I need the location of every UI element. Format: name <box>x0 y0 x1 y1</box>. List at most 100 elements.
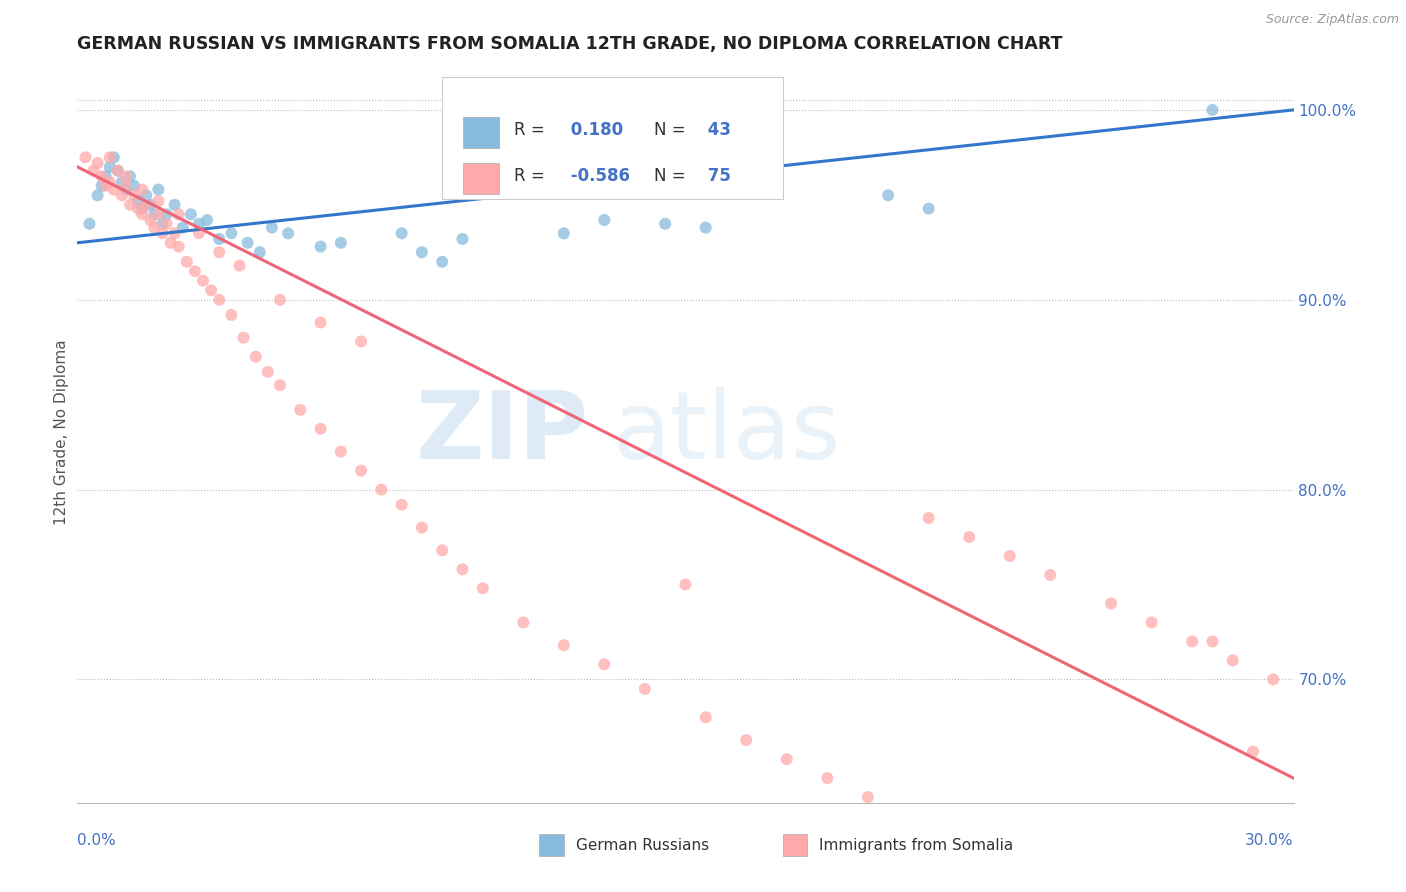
Point <box>118 169 141 184</box>
Point <box>411 520 433 534</box>
Point <box>430 543 453 558</box>
Point <box>654 217 676 231</box>
Point <box>1099 597 1122 611</box>
Point <box>127 194 149 208</box>
Point <box>155 207 177 221</box>
Point <box>471 582 494 596</box>
FancyBboxPatch shape <box>463 162 499 194</box>
Point <box>148 207 170 221</box>
Point <box>1201 103 1223 117</box>
FancyBboxPatch shape <box>783 834 807 856</box>
Point <box>221 227 243 241</box>
Text: N =: N = <box>654 120 686 139</box>
Point <box>269 293 291 307</box>
Point <box>195 213 218 227</box>
Point <box>176 254 198 268</box>
Point <box>172 220 194 235</box>
Point <box>553 227 575 241</box>
Point <box>277 227 299 241</box>
Point <box>167 207 190 221</box>
Text: R =: R = <box>515 167 544 185</box>
Point <box>1201 634 1223 648</box>
Point <box>208 232 231 246</box>
Point <box>148 183 170 197</box>
Point <box>143 207 166 221</box>
Point <box>260 220 283 235</box>
Point <box>131 183 153 197</box>
Text: 75: 75 <box>703 167 731 185</box>
Point <box>451 562 474 576</box>
Point <box>208 245 231 260</box>
Point <box>111 175 134 189</box>
Point <box>98 175 121 189</box>
Point <box>200 283 222 297</box>
Point <box>221 308 243 322</box>
Point <box>998 549 1021 563</box>
Point <box>155 217 177 231</box>
Point <box>695 220 717 235</box>
Point <box>98 150 121 164</box>
Point <box>135 188 157 202</box>
Point <box>159 235 181 250</box>
Point <box>1222 653 1244 667</box>
Point <box>180 207 202 221</box>
Text: 0.180: 0.180 <box>565 120 623 139</box>
Point <box>593 213 616 227</box>
Text: -0.586: -0.586 <box>565 167 630 185</box>
Point <box>957 530 980 544</box>
Point <box>815 771 838 785</box>
Point <box>735 733 758 747</box>
Point <box>152 227 174 241</box>
Point <box>309 316 332 330</box>
Text: 30.0%: 30.0% <box>1246 833 1294 848</box>
Point <box>329 444 352 458</box>
Point <box>776 752 799 766</box>
Point <box>257 365 280 379</box>
Point <box>1140 615 1163 630</box>
Point <box>391 498 413 512</box>
Point <box>75 150 97 164</box>
Point <box>127 202 149 216</box>
Point <box>350 334 373 349</box>
Point <box>148 194 170 208</box>
Point <box>163 198 186 212</box>
Point <box>184 264 207 278</box>
Point <box>512 615 534 630</box>
Point <box>103 183 125 197</box>
Text: German Russians: German Russians <box>576 838 709 853</box>
Point <box>115 178 138 193</box>
Point <box>249 245 271 260</box>
Point <box>131 207 153 221</box>
FancyBboxPatch shape <box>540 834 564 856</box>
Point <box>350 464 373 478</box>
Point <box>675 577 697 591</box>
Point <box>634 681 657 696</box>
Point <box>98 160 121 174</box>
Point <box>107 163 129 178</box>
Text: atlas: atlas <box>613 386 841 479</box>
Point <box>232 331 254 345</box>
Point <box>90 169 112 184</box>
Point <box>139 213 162 227</box>
Point <box>94 178 117 193</box>
Point <box>122 178 145 193</box>
Text: R =: R = <box>515 120 544 139</box>
Point <box>135 198 157 212</box>
FancyBboxPatch shape <box>463 117 499 148</box>
Point <box>1263 673 1285 687</box>
Point <box>191 274 214 288</box>
Point <box>269 378 291 392</box>
Point <box>90 178 112 193</box>
Point <box>370 483 392 497</box>
Point <box>115 169 138 184</box>
Text: ZIP: ZIP <box>415 386 588 479</box>
Point <box>188 217 211 231</box>
Point <box>1181 634 1204 648</box>
Point <box>451 232 474 246</box>
Text: Source: ZipAtlas.com: Source: ZipAtlas.com <box>1265 13 1399 27</box>
Point <box>236 235 259 250</box>
Point <box>139 198 162 212</box>
Point <box>856 790 879 805</box>
Text: GERMAN RUSSIAN VS IMMIGRANTS FROM SOMALIA 12TH GRADE, NO DIPLOMA CORRELATION CHA: GERMAN RUSSIAN VS IMMIGRANTS FROM SOMALI… <box>77 35 1063 53</box>
Point <box>411 245 433 260</box>
